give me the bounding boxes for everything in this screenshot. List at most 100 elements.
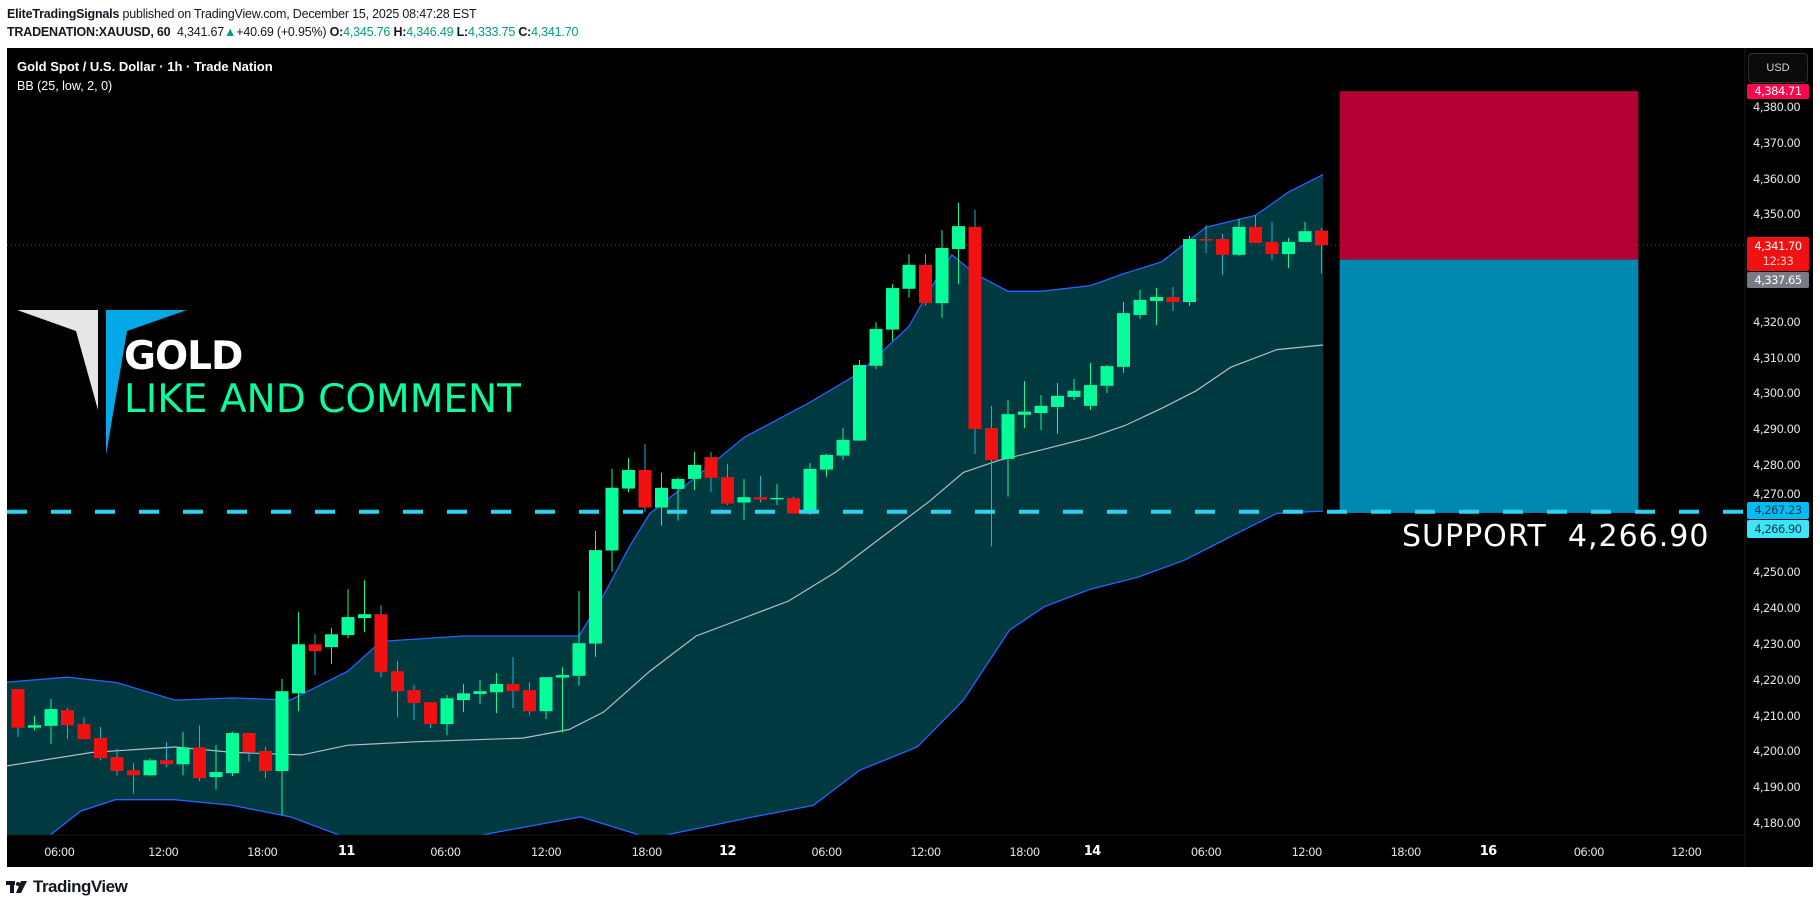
candle-body bbox=[1282, 241, 1295, 255]
candle bbox=[605, 468, 619, 572]
candle bbox=[754, 476, 767, 503]
time-tick: 16 bbox=[1479, 844, 1498, 859]
price-tick: 4,380.00 bbox=[1753, 100, 1801, 114]
candle bbox=[770, 483, 784, 506]
candle-body bbox=[638, 469, 652, 508]
candle bbox=[935, 230, 949, 318]
time-tick: 06:00 bbox=[1190, 845, 1222, 859]
candle-body bbox=[721, 477, 734, 504]
chart-title[interactable]: Gold Spot / U.S. Dollar · 1h · Trade Nat… bbox=[17, 59, 273, 74]
candle bbox=[787, 496, 800, 514]
candle-body bbox=[506, 684, 520, 692]
logo-subtitle: LIKE AND COMMENT bbox=[124, 377, 521, 422]
author-name[interactable]: EliteTradingSignals bbox=[7, 7, 120, 21]
publish-date: published on TradingView.com, December 1… bbox=[122, 7, 477, 21]
candle bbox=[589, 530, 602, 657]
price-tick: 4,320.00 bbox=[1753, 314, 1801, 329]
time-tick: 14 bbox=[1083, 844, 1102, 859]
triangle-up-icon: ▲ bbox=[224, 25, 237, 39]
candle-body bbox=[1084, 385, 1097, 406]
candle-body bbox=[820, 454, 833, 470]
candle bbox=[1232, 218, 1246, 256]
candle-body bbox=[1051, 395, 1064, 407]
candle-body bbox=[572, 643, 586, 676]
candle bbox=[94, 726, 107, 761]
candle bbox=[308, 634, 322, 676]
candle bbox=[1133, 289, 1147, 319]
indicator-legend[interactable]: BB (25, low, 2, 0) bbox=[17, 79, 113, 93]
candle-body bbox=[77, 724, 91, 740]
candle bbox=[490, 673, 503, 714]
support-price-label: 4,266.90 bbox=[1747, 520, 1809, 538]
low-value: 4,333.75 bbox=[468, 25, 516, 39]
candle bbox=[803, 463, 817, 515]
candle-body bbox=[28, 725, 41, 728]
time-tick: 18:00 bbox=[1009, 845, 1040, 859]
candle bbox=[341, 589, 355, 639]
time-tick: 06:00 bbox=[1573, 845, 1605, 859]
candle-body bbox=[341, 617, 355, 635]
open-value: 4,345.76 bbox=[343, 25, 391, 39]
tradingview-logo[interactable]: TradingView bbox=[6, 877, 128, 897]
price-tick: 4,250.00 bbox=[1753, 565, 1801, 580]
support-annotation[interactable]: SUPPORT 4,266.90 bbox=[1402, 519, 1710, 554]
bollinger-basis-line bbox=[7, 344, 1324, 767]
candle-body bbox=[655, 487, 668, 508]
price-tick: 4,240.00 bbox=[1753, 601, 1801, 616]
close-value: 4,341.70 bbox=[531, 25, 579, 39]
candle-body bbox=[94, 738, 107, 759]
candle bbox=[506, 657, 520, 709]
candle-body bbox=[1199, 239, 1213, 241]
candle-body bbox=[61, 710, 74, 726]
candle-body bbox=[1183, 239, 1196, 303]
price-tick: 4,360.00 bbox=[1753, 171, 1801, 186]
candle bbox=[919, 254, 932, 306]
candle bbox=[1315, 227, 1328, 274]
candle bbox=[655, 472, 668, 526]
candle-body bbox=[358, 614, 371, 619]
candle bbox=[737, 478, 751, 520]
candle-body bbox=[11, 689, 25, 728]
candle bbox=[407, 685, 421, 721]
last-price: 4,341.67 bbox=[176, 25, 225, 39]
candle-body bbox=[704, 457, 718, 478]
candle bbox=[28, 716, 41, 731]
bollinger-upper-line bbox=[7, 174, 1324, 701]
candle-body bbox=[1216, 239, 1229, 255]
currency-button[interactable]: USD bbox=[1748, 53, 1808, 83]
candle-body bbox=[1298, 231, 1312, 242]
entry-price-label: 4,337.65 bbox=[1747, 272, 1809, 288]
candle-body bbox=[952, 226, 965, 250]
close-label: C: bbox=[518, 25, 532, 39]
candle bbox=[622, 458, 635, 493]
candle-body bbox=[160, 760, 173, 765]
candle bbox=[836, 428, 850, 460]
candle-body bbox=[275, 691, 289, 772]
high-value: 4,346.49 bbox=[406, 25, 454, 39]
candle-body bbox=[754, 497, 767, 500]
candle bbox=[44, 699, 58, 745]
candle bbox=[638, 444, 652, 512]
candle bbox=[259, 747, 272, 779]
candle bbox=[1117, 302, 1130, 373]
candle bbox=[374, 605, 388, 678]
price-tick: 4,190.00 bbox=[1753, 780, 1801, 795]
candle bbox=[110, 748, 124, 776]
candle-body bbox=[935, 247, 949, 304]
candle bbox=[688, 452, 701, 490]
candle-body bbox=[1133, 299, 1147, 315]
candle bbox=[1100, 365, 1114, 393]
candle-body bbox=[1265, 241, 1279, 255]
time-tick: 18:00 bbox=[247, 845, 278, 859]
candle-body bbox=[902, 264, 916, 289]
candle-body bbox=[671, 478, 685, 489]
price-change: +40.69 (+0.95%) bbox=[236, 25, 327, 39]
logo-title: GOLD bbox=[124, 334, 243, 379]
brand-name: TradingView bbox=[33, 877, 128, 896]
candle bbox=[11, 689, 25, 738]
tradingview-icon bbox=[6, 881, 27, 893]
plot-area bbox=[7, 91, 1745, 835]
candle bbox=[985, 405, 998, 547]
candle bbox=[1166, 287, 1180, 311]
